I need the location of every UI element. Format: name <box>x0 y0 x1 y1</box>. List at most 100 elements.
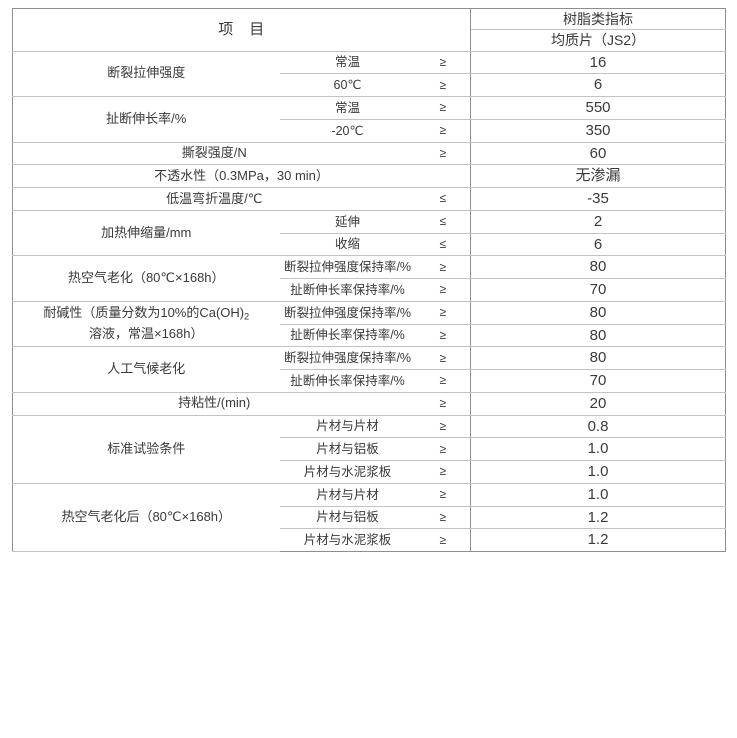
row-sub-label: 扯断伸长率保持率/% <box>279 369 416 393</box>
row-operator: ≥ <box>415 414 472 439</box>
row-value: 350 <box>470 118 727 143</box>
row-value: 60 <box>470 141 727 166</box>
table-row: 片材与水泥浆板 ≥1.2 <box>13 528 727 553</box>
row-value: 1.2 <box>470 505 727 530</box>
row-value: 80 <box>470 300 727 325</box>
row-value: 80 <box>470 346 727 371</box>
row-operator: ≥ <box>415 391 472 416</box>
row-sub-label: 常温 <box>279 50 416 75</box>
table-row: 耐碱性（质量分数为10%的Ca(OH)2 溶液，常温×168h） 断裂拉伸强度保持率… <box>12 300 727 348</box>
row-sub-label: 片材与铝板 <box>279 437 416 462</box>
resin-sheet-spec-table: 项 目树脂类指标 均质片（JS2） 断裂拉伸强度 常温 ≥16 60℃ ≥6 扯断伸长率/% 常… <box>11 7 727 553</box>
row-value: 70 <box>470 278 727 302</box>
row-operator: ≤ <box>415 209 472 234</box>
row-operator: ≥ <box>415 369 472 393</box>
row-operator: ≥ <box>415 73 472 98</box>
table-row: -20℃ ≥350 <box>13 118 727 143</box>
header-group-label: 树脂类指标 <box>470 7 727 31</box>
table-row: 热空气老化（80℃×168h） 断裂拉伸强度保持率/% ≥80 <box>12 255 727 302</box>
row-operator: ≥ <box>415 278 472 302</box>
row-value: 16 <box>470 50 727 75</box>
row-sub-label: 片材与水泥浆板 <box>279 460 416 484</box>
row-sub-label: 片材与片材 <box>279 482 416 507</box>
row-value: 70 <box>470 369 727 393</box>
row-value: -35 <box>470 187 727 211</box>
table-row: 扯断伸长率/% 常温 ≥550 <box>12 96 727 143</box>
row-value: 1.2 <box>470 528 727 553</box>
row-operator: ≥ <box>415 141 472 166</box>
row-operator: ≥ <box>415 255 472 280</box>
row-operator: ≥ <box>415 300 472 325</box>
row-value: 1.0 <box>470 482 727 507</box>
table-row: 持粘性/(min) ≥20 <box>12 391 727 416</box>
row-operator: ≥ <box>415 528 472 553</box>
row-item-label: 持粘性/(min) <box>12 391 416 416</box>
row-item-label: 热空气老化（80℃×168h） <box>12 255 280 302</box>
table-row: 撕裂强度/N ≥60 <box>12 141 727 166</box>
row-item-label: 断裂拉伸强度 <box>12 50 280 98</box>
row-sub-label: 片材与片材 <box>279 414 416 439</box>
row-value: 20 <box>470 391 727 416</box>
row-item-label: 低温弯折温度/℃ <box>12 187 416 211</box>
table-row: 断裂拉伸强度 常温 ≥16 <box>12 50 727 98</box>
row-sub-label: 片材与水泥浆板 <box>279 528 416 553</box>
row-value: 2 <box>470 209 727 234</box>
table-row: 不透水性（0.3MPa，30 min） 无渗漏 <box>11 164 727 189</box>
row-sub-label: 片材与铝板 <box>279 505 416 530</box>
row-value: 6 <box>470 73 727 98</box>
row-sub-label: 断裂拉伸强度保持率/% <box>279 255 416 280</box>
row-value: 80 <box>470 323 727 348</box>
table-row: 片材与铝板 ≥1.2 <box>13 505 727 530</box>
row-item-label: 不透水性（0.3MPa，30 min） <box>11 164 472 189</box>
row-value: 0.8 <box>470 414 727 439</box>
row-value: 无渗漏 <box>470 164 727 189</box>
row-value: 80 <box>470 255 727 280</box>
row-operator: ≥ <box>415 505 472 530</box>
row-sub-label: 延伸 <box>279 209 416 234</box>
row-value: 6 <box>470 232 727 257</box>
table-row: 扯断伸长率保持率/% ≥70 <box>13 278 727 302</box>
table-header-row-group: 项 目树脂类指标 <box>11 7 727 52</box>
row-item-label: 热空气老化后（80℃×168h） <box>12 482 280 553</box>
table-header-row-subgroup: 均质片（JS2） <box>13 29 727 52</box>
row-sub-label: 扯断伸长率保持率/% <box>279 278 416 302</box>
row-sub-label: 扯断伸长率保持率/% <box>279 323 416 348</box>
table-row: 热空气老化后（80℃×168h） 片材与片材 ≥1.0 <box>12 482 727 553</box>
row-operator: ≥ <box>415 323 472 348</box>
row-item-label: 撕裂强度/N <box>12 141 416 166</box>
row-operator: ≥ <box>415 346 472 371</box>
chemical-subscript: 2 <box>244 311 250 322</box>
row-operator: ≥ <box>415 460 472 484</box>
row-value: 1.0 <box>470 437 727 462</box>
row-sub-label: 断裂拉伸强度保持率/% <box>279 346 416 371</box>
row-value: 550 <box>470 96 727 120</box>
row-value: 1.0 <box>470 460 727 484</box>
table-row: 低温弯折温度/℃ ≤ -35 <box>12 187 727 211</box>
row-operator: ≤ <box>415 232 472 257</box>
row-sub-label: 60℃ <box>279 73 416 98</box>
row-item-label: 扯断伸长率/% <box>12 96 280 143</box>
row-item-label: 标准试验条件 <box>12 414 280 484</box>
row-sub-label: 收缩 <box>279 232 416 257</box>
row-operator: ≥ <box>415 96 472 120</box>
row-item-label: 加热伸缩量/mm <box>12 209 280 257</box>
row-operator: ≥ <box>415 50 472 75</box>
table-row: 扯断伸长率保持率/% ≥80 <box>13 323 727 348</box>
table-row: 加热伸缩量/mm 延伸 ≤2 <box>12 209 727 257</box>
row-operator: ≥ <box>415 482 472 507</box>
row-sub-label: -20℃ <box>279 118 416 143</box>
table-row: 扯断伸长率保持率/% ≥70 <box>13 369 727 393</box>
row-item-label: 人工气候老化 <box>12 346 280 393</box>
table-row: 人工气候老化 断裂拉伸强度保持率/% ≥80 <box>12 346 727 393</box>
row-item-label: 耐碱性（质量分数为10%的Ca(OH)2 溶液，常温×168h） <box>12 300 280 348</box>
row-sub-label: 断裂拉伸强度保持率/% <box>279 300 416 325</box>
row-operator: ≤ <box>415 187 472 211</box>
row-operator: ≥ <box>415 437 472 462</box>
header-subgroup-label: 均质片（JS2） <box>470 29 727 52</box>
header-item-column-label: 项 目 <box>11 8 472 52</box>
row-sub-label: 常温 <box>279 96 416 120</box>
table-row: 标准试验条件 片材与片材 ≥0.8 <box>12 414 727 484</box>
row-operator: ≥ <box>415 118 472 143</box>
table-row: 60℃ ≥6 <box>13 73 727 98</box>
